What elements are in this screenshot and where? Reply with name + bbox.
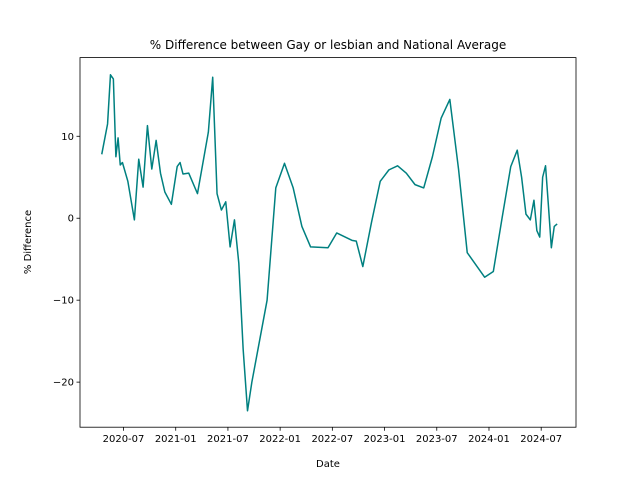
y-tick-label: 0 [68,214,74,225]
chart-title: % Difference between Gay or lesbian and … [150,38,506,52]
y-tick-label: 10 [61,132,74,143]
y-tick-label: −10 [53,296,74,307]
y-tick-label: −20 [53,378,74,389]
y-axis-label: % Difference [23,210,34,274]
x-tick-label: 2024-07 [520,434,562,445]
x-tick-label: 2024-01 [468,434,510,445]
plot-frame [79,57,577,428]
x-tick-label: 2023-01 [364,434,406,445]
x-tick-label: 2020-07 [103,434,145,445]
x-tick-label: 2022-01 [259,434,301,445]
x-tick-label: 2021-07 [207,434,249,445]
data-line [101,74,558,412]
x-axis-label: Date [316,459,340,470]
x-tick-label: 2021-01 [155,434,197,445]
x-tick-label: 2022-07 [311,434,353,445]
x-tick-label: 2023-07 [416,434,458,445]
